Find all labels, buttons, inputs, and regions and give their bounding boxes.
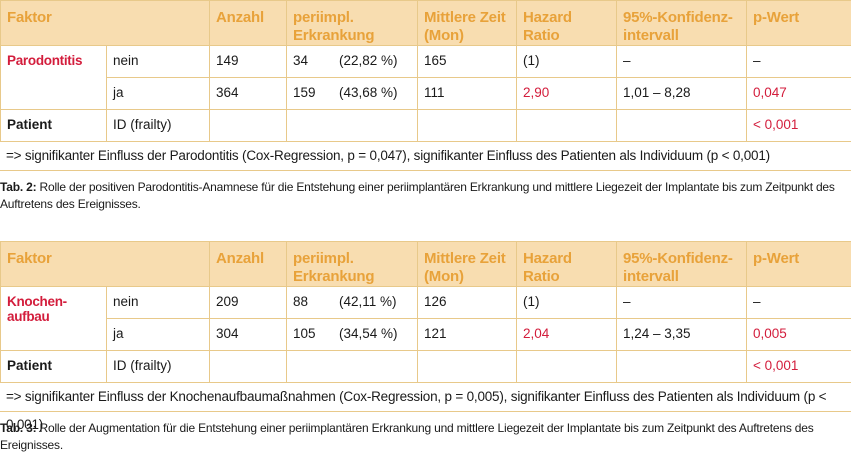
pwert-cell: < 0,001: [746, 109, 851, 142]
level-cell: nein: [106, 286, 210, 319]
zeit-cell: 126: [417, 286, 517, 319]
count-cell: 304: [209, 318, 287, 351]
header-zeit: Mittlere Zeit (Mon): [417, 241, 517, 287]
table-row: Knochen-aufbau nein 209 88 (42,11 %) 126 …: [0, 286, 851, 351]
table-caption: Tab. 2: Rolle der positiven Parodontitis…: [0, 180, 835, 211]
header-faktor: Faktor: [0, 0, 210, 46]
pwert-cell: < 0,001: [746, 350, 851, 383]
konfidenz-cell: –: [616, 286, 747, 319]
hazard-cell: (1): [516, 45, 617, 78]
erkrankung-cell: 105 (34,54 %): [286, 318, 418, 351]
zeit-cell: 111: [417, 77, 517, 110]
header-anzahl: Anzahl: [209, 241, 287, 287]
patient-label: Patient: [0, 350, 107, 383]
table-header-row: Faktor Anzahl periimpl. Erkrankung Mittle…: [0, 241, 851, 287]
level-cell: ja: [106, 318, 210, 351]
pwert-cell: 0,047: [746, 77, 851, 110]
table-row: Patient ID (frailty) < 0,001: [0, 350, 851, 383]
header-pwert: p-Wert: [746, 0, 851, 46]
result-note: => signifikanter Einfluss der Parodontit…: [0, 142, 851, 171]
table-caption: Tab. 3: Rolle der Augmentation für die E…: [0, 421, 814, 452]
table-header-row: Faktor Anzahl periimpl. Erkrankung Mittle…: [0, 0, 851, 46]
count-cell: 149: [209, 45, 287, 78]
hazard-cell: 2,90: [516, 77, 617, 110]
level-cell: ID (frailty): [106, 350, 210, 383]
header-pwert: p-Wert: [746, 241, 851, 287]
factor-label: Knochen-aufbau: [0, 286, 107, 351]
header-faktor: Faktor: [0, 241, 210, 287]
table-2: Faktor Anzahl periimpl. Erkrankung Mittle…: [0, 0, 851, 142]
level-cell: ja: [106, 77, 210, 110]
table-3-block: Faktor Anzahl periimpl. Erkrankung Mittle…: [0, 241, 851, 454]
pwert-cell: –: [746, 286, 851, 319]
count-cell: 364: [209, 77, 287, 110]
hazard-cell: (1): [516, 286, 617, 319]
patient-label: Patient: [0, 109, 107, 142]
header-erkrankung: periimpl. Erkrankung: [286, 0, 418, 46]
erkrankung-cell: 88 (42,11 %): [286, 286, 418, 319]
konfidenz-cell: 1,24 – 3,35: [616, 318, 747, 351]
pwert-cell: –: [746, 45, 851, 78]
header-erkrankung: periimpl. Erkrankung: [286, 241, 418, 287]
table-row: ja 304 105 (34,54 %) 121 2,04 1,24 – 3,35…: [1, 318, 851, 351]
level-cell: ID (frailty): [106, 109, 210, 142]
header-zeit: Mittlere Zeit (Mon): [417, 0, 517, 46]
header-hazard: Hazard Ratio: [516, 0, 617, 46]
zeit-cell: 121: [417, 318, 517, 351]
header-anzahl: Anzahl: [209, 0, 287, 46]
pwert-cell: 0,005: [746, 318, 851, 351]
konfidenz-cell: –: [616, 45, 747, 78]
zeit-cell: 165: [417, 45, 517, 78]
table-row: Patient ID (frailty) < 0,001: [0, 109, 851, 142]
erkrankung-cell: 34 (22,82 %): [286, 45, 418, 78]
level-cell: nein: [106, 45, 210, 78]
hazard-cell: 2,04: [516, 318, 617, 351]
result-note: => signifikanter Einfluss der Knochenauf…: [0, 383, 851, 432]
count-cell: 209: [209, 286, 287, 319]
header-konfidenz: 95%-Konfidenz-intervall: [616, 0, 747, 46]
table-row: Parodontitis nein 149 34 (22,82 %) 165 (1…: [0, 45, 851, 110]
table-2-block: Faktor Anzahl periimpl. Erkrankung Mittle…: [0, 0, 851, 213]
konfidenz-cell: 1,01 – 8,28: [616, 77, 747, 110]
table-row: ja 364 159 (43,68 %) 111 2,90 1,01 – 8,28…: [1, 77, 851, 110]
header-konfidenz: 95%-Konfidenz-intervall: [616, 241, 747, 287]
erkrankung-cell: 159 (43,68 %): [286, 77, 418, 110]
table-3: Faktor Anzahl periimpl. Erkrankung Mittle…: [0, 241, 851, 383]
header-hazard: Hazard Ratio: [516, 241, 617, 287]
factor-label: Parodontitis: [0, 45, 107, 110]
